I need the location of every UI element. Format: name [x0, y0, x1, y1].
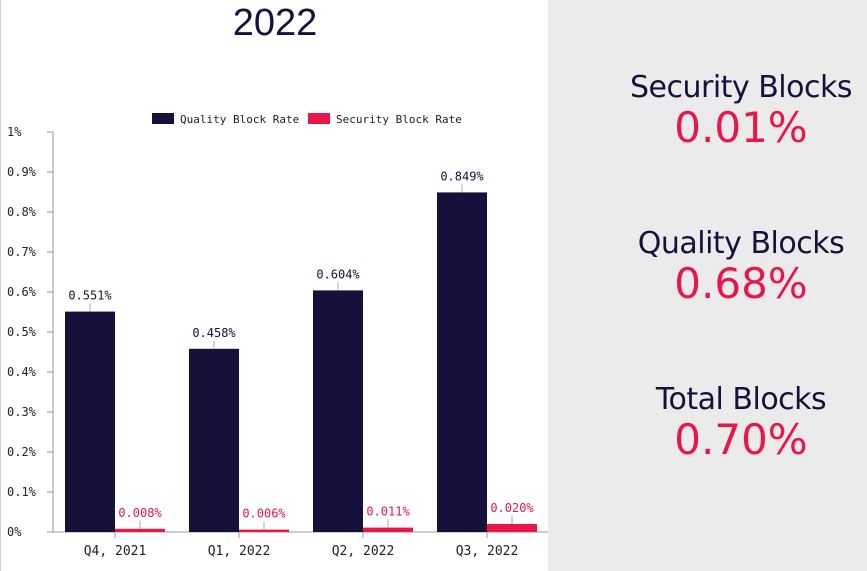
legend-swatch: [152, 113, 174, 124]
data-label: 0.020%: [490, 501, 534, 515]
y-tick-label: 0.3%: [7, 405, 37, 419]
y-tick-label: 0.8%: [7, 205, 37, 219]
stat-quality-blocks: Quality Blocks 0.68%: [546, 226, 867, 307]
bar-quality: [313, 290, 363, 532]
x-tick-label: Q2, 2022: [332, 544, 395, 559]
stat-value: 0.70%: [674, 415, 808, 464]
stat-security-blocks: Security Blocks 0.01%: [546, 70, 867, 151]
bar-quality: [189, 348, 239, 532]
data-label: 0.011%: [366, 505, 410, 519]
y-tick-label: 0.5%: [7, 325, 37, 339]
bar-security: [487, 524, 537, 532]
data-label: 0.551%: [68, 289, 112, 303]
data-label: 0.008%: [118, 506, 162, 520]
y-tick-label: 0.6%: [7, 285, 37, 299]
stats-panel: Security Blocks 0.01% Quality Blocks 0.6…: [548, 0, 867, 571]
y-tick-label: 0.4%: [7, 365, 37, 379]
y-tick-label: 0%: [7, 525, 22, 539]
bar-chart: 0% 0.1% 0.2% 0.3% 0.4% 0.5% 0.6% 0.7% 0.8% 0.9% 1%…: [7, 113, 549, 559]
y-tick-label: 0.1%: [7, 485, 37, 499]
bar-quality: [437, 192, 487, 532]
data-label: 0.604%: [316, 267, 360, 281]
chart-panel: 2022 0% 0.1% 0.2% 0.3% 0.4% 0.5% 0.6% 0.7% 0.8% 0…: [0, 0, 549, 571]
stat-label: Quality Blocks: [637, 226, 845, 261]
y-tick-label: 0.9%: [7, 165, 37, 179]
data-label: 0.006%: [242, 507, 286, 521]
stat-value: 0.68%: [674, 259, 808, 308]
stat-value: 0.01%: [674, 103, 808, 152]
x-tick-label: Q4, 2021: [84, 544, 147, 559]
x-tick-label: Q1, 2022: [208, 544, 271, 559]
bar-security: [239, 529, 289, 532]
legend-label: Security Block Rate: [336, 113, 462, 126]
chart-title: 2022: [232, 2, 318, 44]
stat-total-blocks: Total Blocks 0.70%: [546, 382, 867, 463]
y-tick-label: 0.2%: [7, 445, 37, 459]
stat-label: Security Blocks: [630, 70, 853, 105]
stat-label: Total Blocks: [655, 382, 827, 417]
bar-security: [363, 527, 413, 532]
data-label: 0.458%: [192, 326, 236, 340]
bar-security: [115, 528, 165, 532]
x-tick-label: Q3, 2022: [456, 544, 519, 559]
bar-quality: [65, 311, 115, 532]
data-label: 0.849%: [440, 169, 484, 183]
y-tick-label: 1%: [7, 125, 22, 139]
legend-label: Quality Block Rate: [180, 113, 299, 126]
y-tick-label: 0.7%: [7, 245, 37, 259]
legend-swatch: [308, 113, 330, 124]
